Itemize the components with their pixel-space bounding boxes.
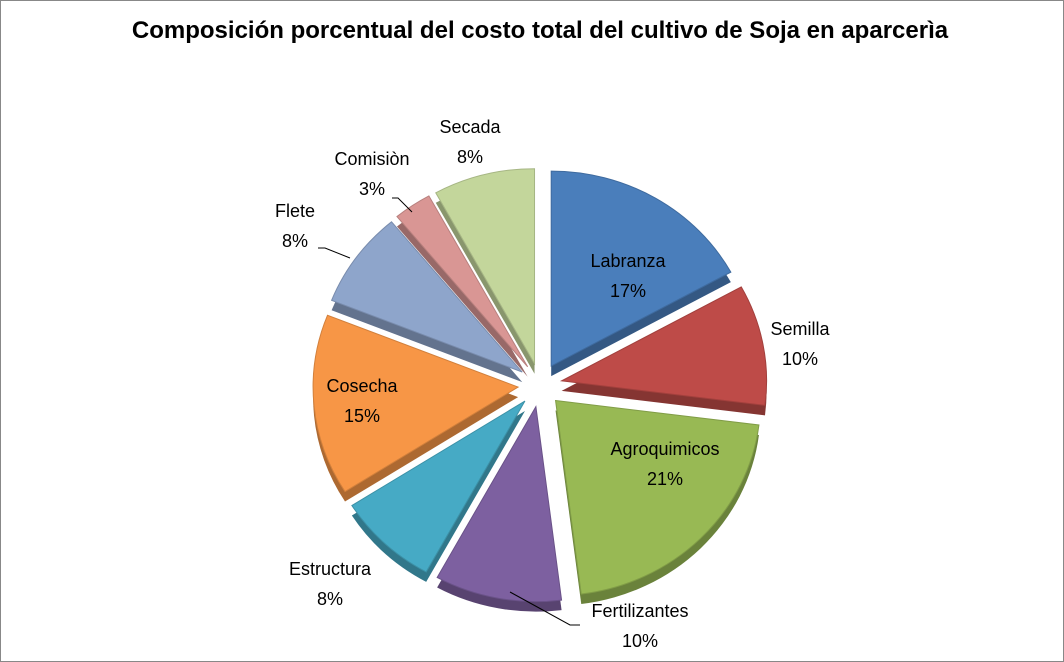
slice-value-label: 10%: [782, 349, 818, 369]
slice-value-label: 8%: [457, 147, 483, 167]
slice-label: Secada: [439, 117, 501, 137]
slice: [550, 170, 732, 367]
slice-label: Comisiòn: [334, 149, 409, 169]
slice: [554, 399, 760, 595]
slice: [351, 400, 526, 573]
slice-label: Semilla: [770, 319, 830, 339]
slice-label: Flete: [275, 201, 315, 221]
leader-line: [318, 247, 351, 259]
slice-value-label: 3%: [359, 179, 385, 199]
slice-value-label: 8%: [282, 231, 308, 251]
slice-label: Fertilizantes: [591, 601, 688, 621]
slice-value-label: 17%: [610, 281, 646, 301]
slice-label: Cosecha: [326, 376, 398, 396]
slice: [435, 168, 536, 366]
slice: [396, 195, 529, 368]
slice-value-label: 15%: [344, 406, 380, 426]
slice: [330, 221, 523, 373]
chart-title: Composición porcentual del costo total d…: [131, 17, 949, 44]
slice-value-label: 8%: [317, 589, 343, 609]
leader-line: [509, 591, 580, 626]
slice: [559, 286, 768, 406]
slice-value-label: 21%: [647, 469, 683, 489]
slice: [312, 314, 520, 493]
slice-label: Agroquimicos: [610, 439, 719, 459]
slice-label: Labranza: [590, 251, 666, 271]
slice: [436, 405, 563, 603]
slice-value-label: 10%: [622, 631, 658, 651]
slice-label: Estructura: [289, 559, 372, 579]
leader-line: [392, 197, 413, 213]
